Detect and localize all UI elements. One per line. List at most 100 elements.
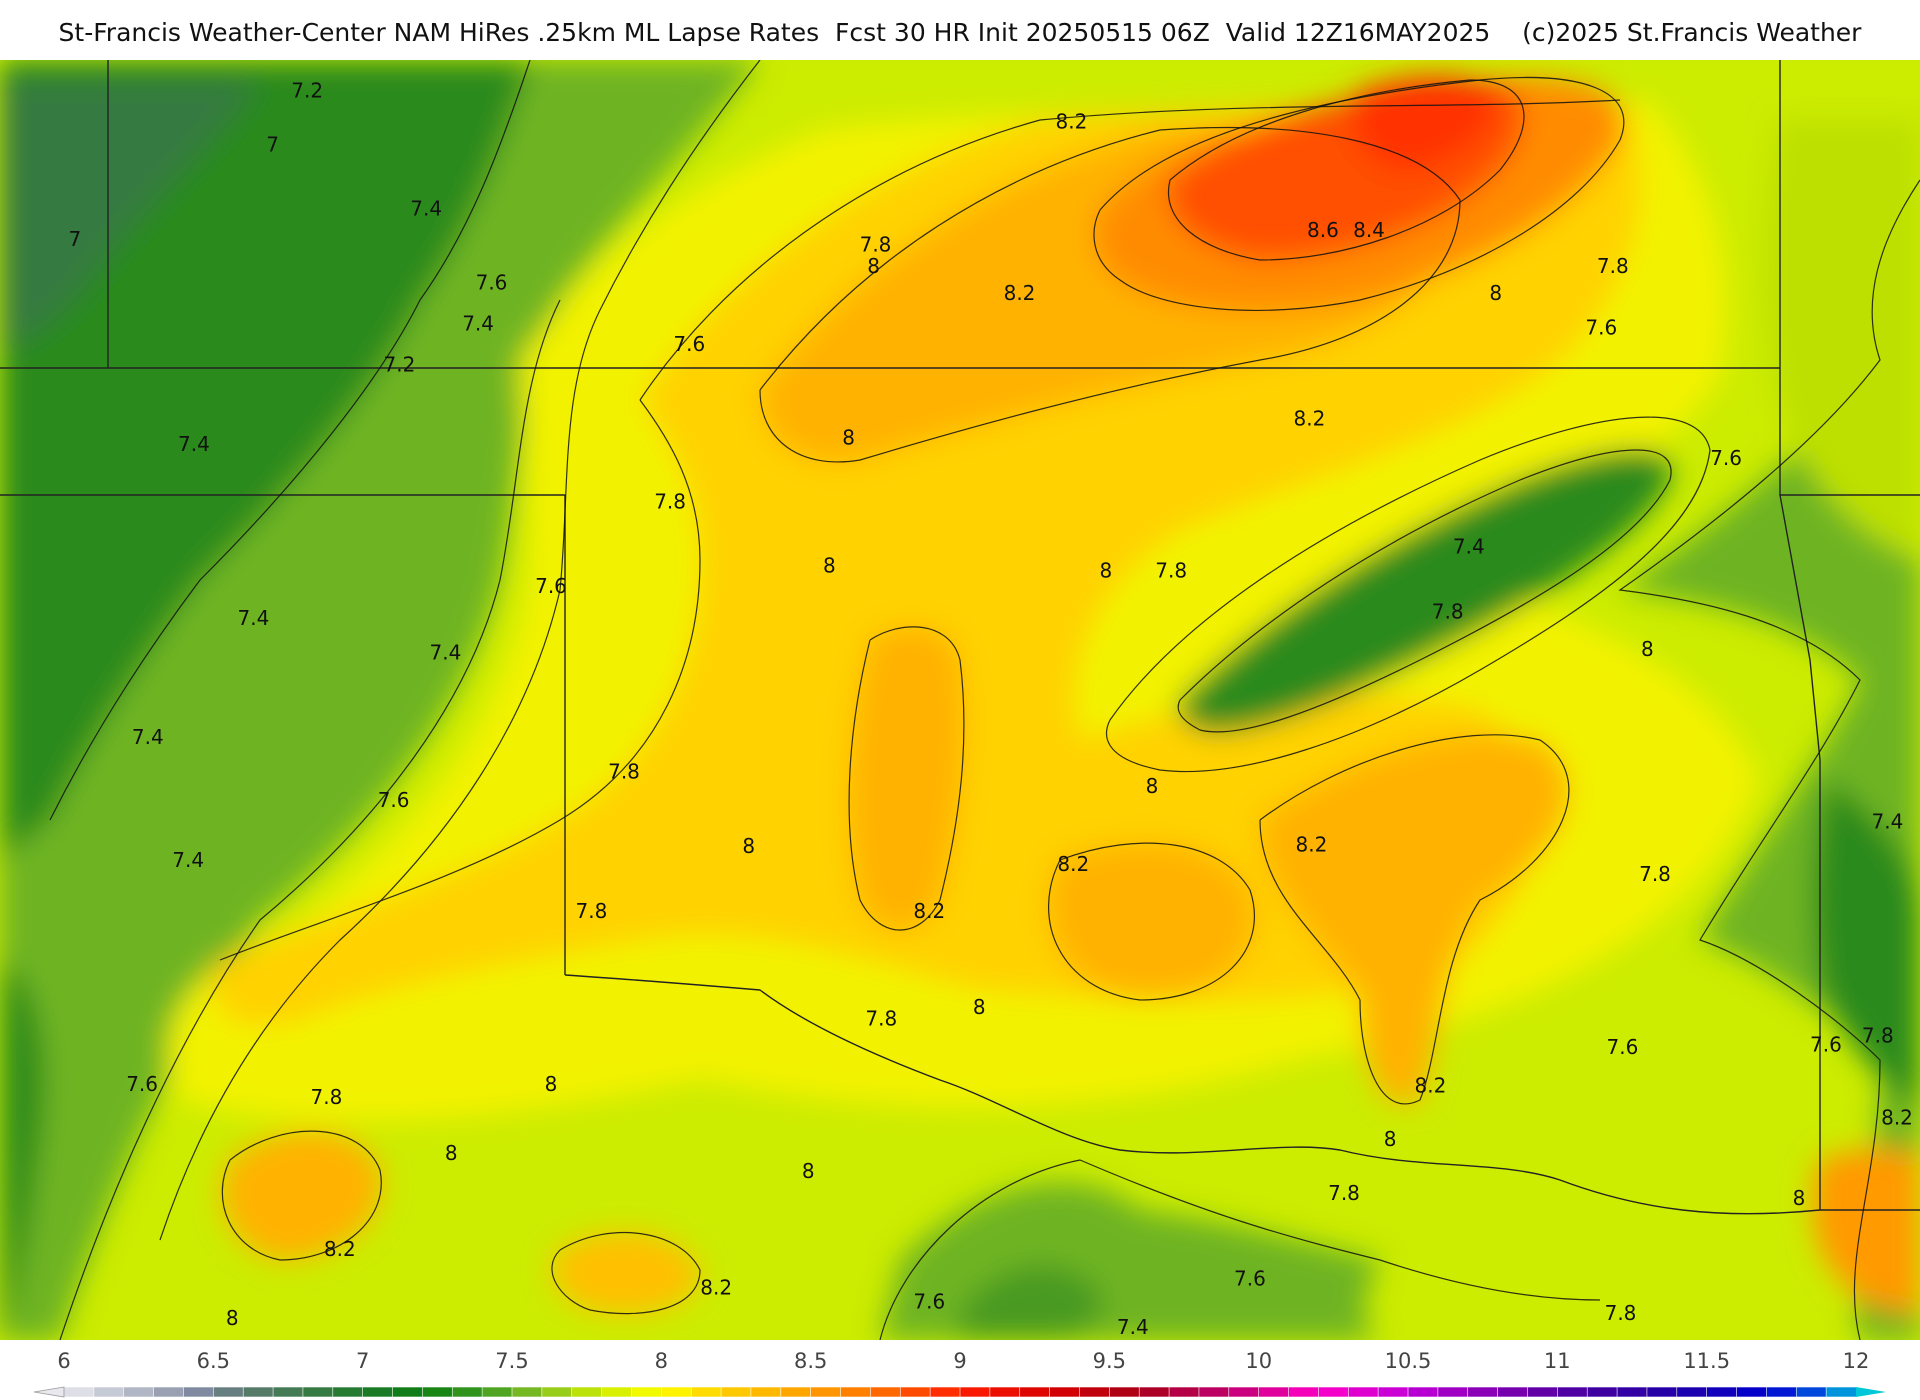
colorbar-bin — [1228, 1386, 1260, 1398]
contour-label: 7.2 — [291, 79, 323, 103]
contour-label: 8.2 — [1295, 833, 1327, 857]
contour-label: 7.8 — [1605, 1301, 1637, 1325]
border-line-8 — [1819, 880, 1920, 1211]
contour-label: 7.8 — [575, 899, 607, 923]
contour-label: 7.6 — [126, 1072, 158, 1096]
contour-8-2-sw-1 — [221, 1130, 382, 1261]
contour-8-4-north — [1093, 77, 1625, 311]
contour-label: 7.6 — [476, 271, 508, 295]
contour-labels: 7.277.477.67.47.27.48.27.888.28.6 8.47.68… — [69, 79, 1913, 1339]
contour-label: 7.4 — [410, 197, 442, 221]
colorbar-bin — [690, 1386, 722, 1398]
contour-label: 8 — [1100, 559, 1113, 583]
contour-8-2-sw-2 — [551, 1232, 701, 1315]
colorbar-tick-label: 7 — [356, 1349, 369, 1373]
contour-label: 8.2 — [1055, 109, 1087, 133]
shaded-field — [0, 60, 1920, 1340]
contour-label: 8.2 — [913, 899, 945, 923]
contour-label: 7.8 — [1155, 559, 1187, 583]
contour-label: 7.6 — [1710, 446, 1742, 470]
colorbar-bin — [1168, 1386, 1200, 1398]
contour-label: 7.4 — [1453, 534, 1485, 558]
colorbar-bin — [1557, 1386, 1589, 1398]
contour-label: 7.8 — [865, 1007, 897, 1031]
colorbar-bin — [332, 1386, 364, 1398]
contour-label: 7 — [266, 133, 279, 157]
colorbar-bin — [541, 1386, 573, 1398]
colorbar-bin — [959, 1386, 991, 1398]
field-south-central-orange — [1048, 843, 1255, 1000]
contour-7-6-east — [1618, 179, 1920, 1340]
colorbar-bin — [1616, 1386, 1648, 1398]
colorbar-bin — [1497, 1386, 1529, 1398]
contour-label: 7.6 — [1234, 1267, 1266, 1291]
contour-label: 7.6 — [673, 332, 705, 356]
contour-label: 8.2 — [1881, 1105, 1913, 1129]
contour-label: 7.8 — [1639, 862, 1671, 886]
contour-label: 8 — [226, 1306, 239, 1330]
colorbar-bin — [899, 1386, 932, 1398]
colorbar-bin — [840, 1386, 872, 1398]
colorbar-tick-label: 6.5 — [197, 1349, 230, 1373]
colorbar-tick-label: 11.5 — [1683, 1349, 1730, 1373]
contour-label: 8.2 — [700, 1276, 732, 1300]
contour-label: 8 — [842, 426, 855, 450]
contour-8-6-north — [1167, 79, 1525, 261]
colorbar-bin — [1676, 1386, 1708, 1398]
colorbar-tick-label: 9.5 — [1093, 1349, 1126, 1373]
field-ne-darkgreen-band — [1178, 450, 1672, 732]
contour-lines — [49, 60, 1920, 1340]
contour-label: 8.2 — [1057, 852, 1089, 876]
state-borders — [0, 60, 1920, 1215]
colorbar-bin — [362, 1386, 394, 1398]
colorbar-bin — [1407, 1386, 1439, 1398]
contour-label: 8 — [823, 554, 836, 578]
colorbar-bin — [272, 1386, 304, 1398]
contour-label: 7.4 — [429, 641, 461, 665]
colorbar-bin — [1646, 1386, 1678, 1398]
contour-label: 7.8 — [1597, 254, 1629, 278]
colorbar-bin — [511, 1386, 543, 1398]
contour-label: 7.4 — [178, 432, 210, 456]
contour-label: 7.6 — [913, 1290, 945, 1314]
contour-label: 7.8 — [1328, 1181, 1360, 1205]
colorbar-bin — [1467, 1386, 1499, 1398]
contour-label: 8.4 — [1353, 218, 1385, 242]
field-nw-core — [0, 80, 260, 350]
colorbar-tick-label: 8.5 — [794, 1349, 827, 1373]
colorbar-bin — [571, 1386, 603, 1398]
field-sw-orange-1 — [222, 1131, 382, 1260]
contour-label: 8 — [973, 995, 986, 1019]
colorbar-bin — [1198, 1386, 1230, 1398]
colorbar-bin — [392, 1386, 424, 1398]
colorbar-max-arrow — [1856, 1387, 1886, 1397]
lapse-rate-map[interactable]: 7.277.477.67.47.27.48.27.888.28.6 8.47.68… — [0, 60, 1920, 1340]
contour-7-8-ne-band — [1105, 416, 1711, 773]
colorbar-bin — [870, 1386, 902, 1398]
colorbar-bin — [989, 1386, 1021, 1398]
contour-label: 7.4 — [1871, 810, 1903, 834]
colorbar-bin — [242, 1386, 274, 1398]
contour-7-8-west — [159, 60, 761, 1241]
colorbar-tick-label: 10 — [1245, 1349, 1272, 1373]
colorbar-bin — [1288, 1386, 1320, 1398]
map-title: St-Francis Weather-Center NAM HiRes .25k… — [58, 18, 1862, 47]
contour-8-southwest — [219, 399, 701, 961]
contour-label: 8 — [445, 1141, 458, 1165]
colorbar-tick-label: 10.5 — [1385, 1349, 1432, 1373]
contour-label: 7.4 — [132, 725, 164, 749]
colorbar-bin — [481, 1386, 513, 1398]
contour-7-6-west — [59, 299, 561, 1340]
field-se-orange — [1812, 1148, 1920, 1312]
colorbar-tick-label: 11 — [1544, 1349, 1571, 1373]
contour-7-8-south — [879, 1159, 1601, 1340]
contour-label: 7.6 — [1810, 1032, 1842, 1056]
colorbar-bin — [123, 1386, 155, 1398]
colorbar-bin — [63, 1386, 95, 1398]
colorbar-tick-labels: 6 6.5 7 7.5 8 8.5 9 9.5 10 10.5 11 11.5 12 — [57, 1349, 1869, 1373]
contour-label: 7.8 — [1862, 1023, 1894, 1047]
colorbar-bin — [213, 1386, 245, 1398]
colorbar-bin — [1258, 1386, 1290, 1398]
field-west-darkgreen — [0, 60, 530, 860]
colorbar-bin — [780, 1386, 812, 1398]
